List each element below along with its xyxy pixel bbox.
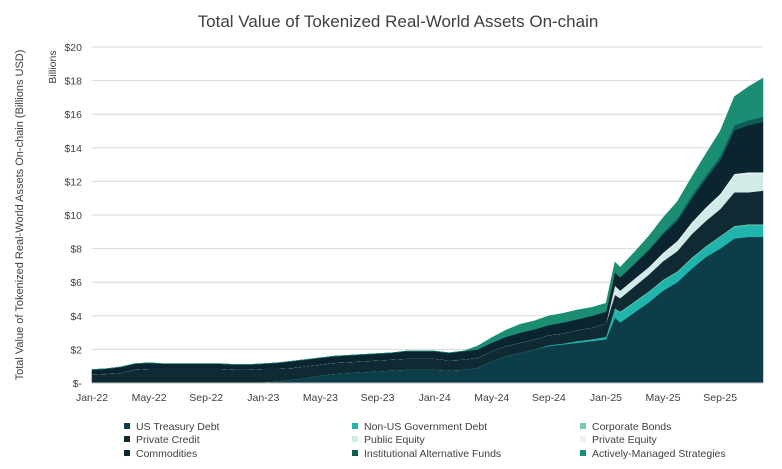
legend-label-private-equity: Private Equity xyxy=(592,434,658,446)
y-tick-label: $10 xyxy=(64,210,82,222)
y-tick-label: $2 xyxy=(70,344,82,356)
legend: US Treasury Debt Non-US Government Debt Co… xyxy=(124,421,726,460)
legend-label-non-us-government-debt: Non-US Government Debt xyxy=(364,421,487,433)
x-tick-label: May-22 xyxy=(132,392,167,404)
gridlines xyxy=(92,46,763,384)
legend-label-public-equity: Public Equity xyxy=(364,434,425,446)
legend-swatch-corporate-bonds xyxy=(580,423,586,429)
x-tick-label: Jan-22 xyxy=(76,392,108,404)
legend-label-actively-managed-strategies: Actively-Managed Strategies xyxy=(592,448,726,460)
y-tick-label: $6 xyxy=(70,277,82,289)
legend-swatch-institutional-alternative-funds xyxy=(352,450,358,456)
y-tick-label: $4 xyxy=(70,311,82,323)
x-tick-label: Sep-24 xyxy=(532,392,566,404)
y-tick-label: $14 xyxy=(64,143,82,155)
x-tick-label: May-25 xyxy=(646,392,681,404)
legend-swatch-public-equity xyxy=(352,436,358,442)
area-series xyxy=(91,77,764,384)
x-tick-label: Sep-22 xyxy=(189,392,223,404)
legend-swatch-commodities xyxy=(124,450,130,456)
x-tick-label: Sep-25 xyxy=(703,392,737,404)
y-tick-label: $- xyxy=(73,378,83,390)
chart-title: Total Value of Tokenized Real-World Asse… xyxy=(198,12,599,31)
legend-label-private-credit: Private Credit xyxy=(136,434,200,446)
legend-label-us-treasury-debt: US Treasury Debt xyxy=(136,421,220,433)
y-tick-label: $20 xyxy=(64,42,82,54)
legend-swatch-non-us-government-debt xyxy=(352,423,358,429)
legend-label-institutional-alternative-funds: Institutional Alternative Funds xyxy=(364,448,501,460)
legend-swatch-us-treasury-debt xyxy=(124,423,130,429)
y-tick-label: $12 xyxy=(64,176,82,188)
x-tick-label: Sep-23 xyxy=(361,392,395,404)
x-tick-label: Jan-23 xyxy=(247,392,279,404)
y-tick-label: $8 xyxy=(70,244,82,256)
y-unit-label: Billions xyxy=(47,50,59,83)
legend-label-corporate-bonds: Corporate Bonds xyxy=(592,421,671,433)
legend-swatch-actively-managed-strategies xyxy=(580,450,586,456)
x-tick-label: May-23 xyxy=(303,392,338,404)
y-axis-label: Total Value of Tokenized Real-World Asse… xyxy=(14,50,26,381)
legend-label-commodities: Commodities xyxy=(136,448,197,460)
y-tick-label: $18 xyxy=(64,76,82,88)
legend-swatch-private-equity xyxy=(580,436,586,442)
legend-swatch-private-credit xyxy=(124,436,130,442)
y-tick-label: $16 xyxy=(64,109,82,121)
x-tick-label: Jan-24 xyxy=(419,392,451,404)
x-tick-label: Jan-25 xyxy=(590,392,622,404)
x-tick-label: May-24 xyxy=(474,392,509,404)
area-actively-managed-strategies xyxy=(91,77,764,370)
axes: $- $2 $4 $6 $8 $10 $12 $14 $16 $18 $20 Jan-22 May-22… xyxy=(64,42,763,404)
